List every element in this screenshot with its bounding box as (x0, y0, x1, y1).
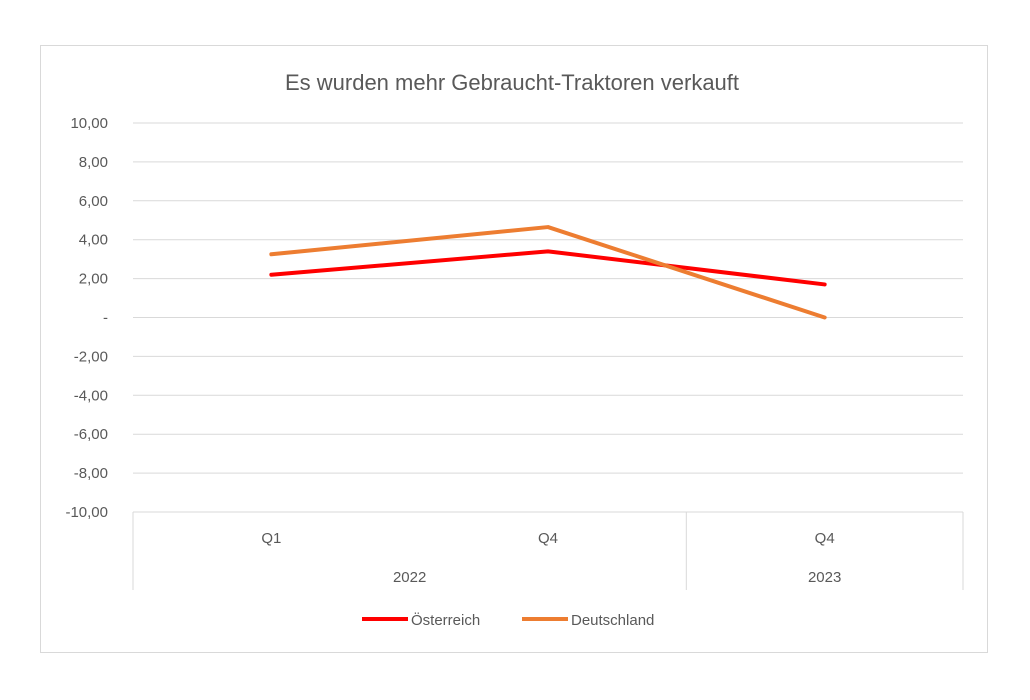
y-tick-label: 4,00 (79, 232, 108, 249)
y-tick-label: 8,00 (79, 154, 108, 171)
y-tick-label: 10,00 (70, 115, 108, 132)
x-group-label: 2023 (808, 569, 841, 586)
y-tick-label: -4,00 (74, 387, 108, 404)
series-line-deutschland (269, 225, 827, 320)
series-lines (269, 225, 827, 320)
y-axis-ticks: 10,00 8,00 6,00 4,00 2,00 - -2,00 -4,00 -6,00 -8,… (65, 115, 108, 521)
chart-frame (40, 45, 988, 653)
x-group-label: 2022 (393, 569, 426, 586)
x-axis: 2022 2023 Q1 Q4 Q4 (132, 512, 964, 590)
legend-label: Österreich (411, 611, 480, 629)
y-tick-label: -8,00 (74, 465, 108, 482)
y-tick-label: 2,00 (79, 271, 108, 288)
legend-label: Deutschland (571, 612, 654, 629)
y-tick-label: -2,00 (74, 348, 108, 365)
y-tick-label: -6,00 (74, 426, 108, 443)
y-tick-label: -10,00 (65, 504, 108, 521)
x-tick-label: Q1 (261, 530, 281, 547)
y-tick-label: 6,00 (79, 193, 108, 210)
series-line-oesterreich (269, 249, 827, 287)
y-tick-label: - (103, 310, 108, 327)
chart-title: Es wurden mehr Gebraucht-Traktoren verka… (285, 70, 739, 95)
gridlines (133, 122, 963, 513)
x-tick-label: Q4 (815, 530, 835, 547)
x-tick-label: Q4 (538, 530, 558, 547)
legend: Österreich Deutschland (362, 611, 654, 629)
